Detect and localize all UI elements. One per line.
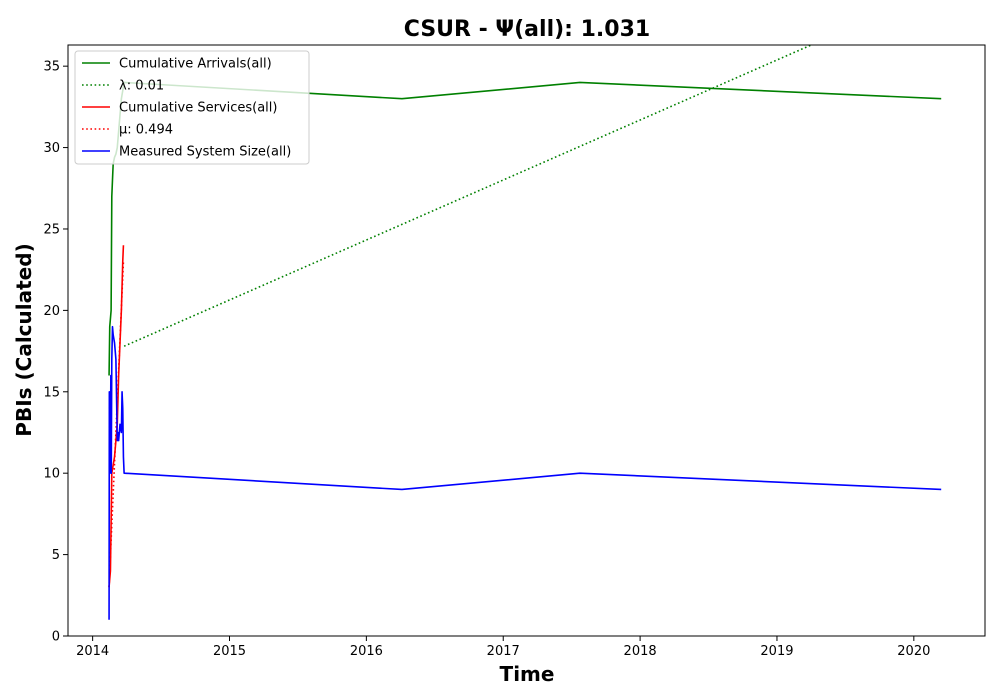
legend-box (74, 50, 310, 165)
legend-label: Cumulative Services(all) (119, 101, 277, 116)
legend-label: μ: 0.494 (119, 123, 173, 138)
x-axis: 2014 2015 2016 2017 2018 2019 2020 (76, 636, 930, 659)
x-tick-label: 2019 (760, 644, 793, 659)
y-tick-label: 35 (43, 60, 60, 75)
y-tick-label: 30 (43, 141, 60, 156)
y-tick-label: 5 (52, 548, 60, 563)
legend-label: Measured System Size(all) (119, 145, 291, 160)
axes-frame (67, 44, 986, 637)
series-line-4 (108, 325, 942, 620)
y-axis-title: PBIs (Calculated) (12, 243, 36, 436)
y-tick-label: 20 (43, 304, 60, 319)
series-line-2 (108, 245, 125, 588)
y-tick-label: 10 (43, 467, 60, 482)
legend-label: Cumulative Arrivals(all) (119, 57, 272, 72)
y-axis: 0 5 10 15 20 25 30 35 (43, 60, 68, 645)
y-tick-label: 25 (43, 222, 60, 237)
x-tick-label: 2018 (624, 644, 657, 659)
x-tick-label: 2020 (897, 644, 930, 659)
series-line-1 (123, 45, 812, 347)
chart-title: CSUR - Ψ(all): 1.031 (404, 17, 650, 42)
y-tick-label: 15 (43, 385, 60, 400)
x-axis-title: Time (500, 662, 555, 686)
x-tick-label: 2014 (76, 644, 109, 659)
x-tick-label: 2016 (350, 644, 383, 659)
x-tick-label: 2015 (213, 644, 246, 659)
x-tick-label: 2017 (487, 644, 520, 659)
y-tick-label: 0 (52, 630, 60, 645)
legend-label: λ: 0.01 (119, 79, 164, 94)
legend: Cumulative Arrivals(all) λ: 0.01 Cumulativ… (74, 50, 310, 165)
